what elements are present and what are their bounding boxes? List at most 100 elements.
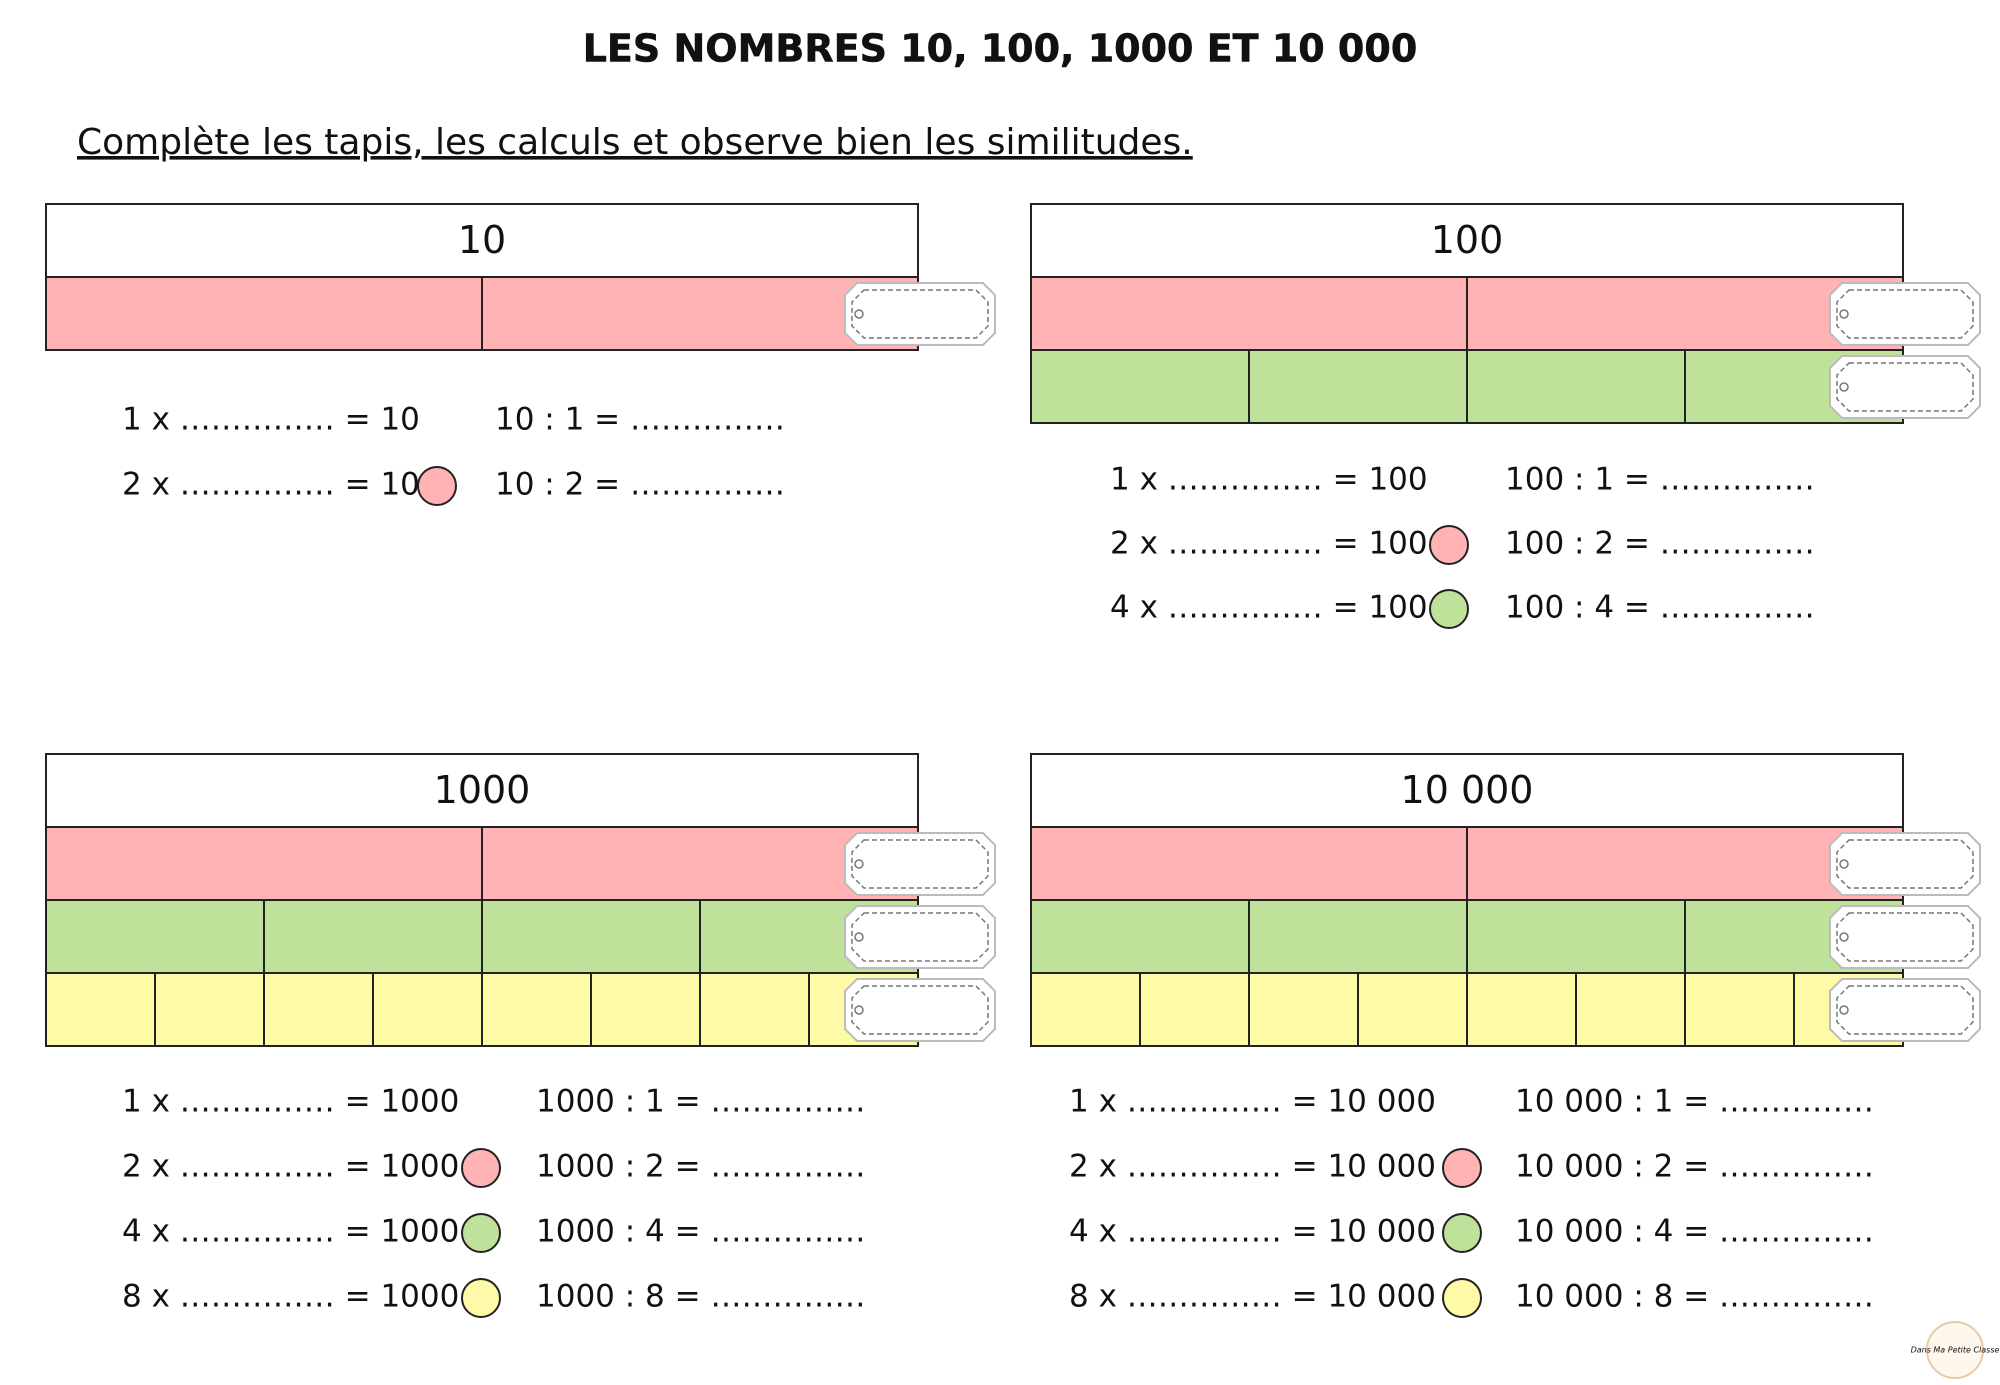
label-tag [1829,905,1981,969]
tag-hole [1839,1005,1849,1015]
division: 1000 : 2 = …………… [536,1149,865,1185]
panel-header [1030,203,1904,278]
logo: Dans Ma Petite Classe [1911,1346,2000,1355]
panel-label: 100 [1431,218,1504,262]
multiplication: 8 x …………… = 10 000 [1069,1279,1436,1315]
mat-segment [1030,349,1250,424]
mat-segment [45,899,265,974]
mat-segment [372,972,483,1047]
multiplication: 2 x …………… = 10 000 [1069,1149,1436,1185]
multiplication: 4 x …………… = 10 000 [1069,1214,1436,1250]
color-marker [1429,525,1469,565]
mat-segment [1466,349,1686,424]
tag-dashed-border [1836,362,1974,412]
division: 100 : 2 = …………… [1505,526,1815,562]
mat-segment [1248,972,1359,1047]
division: 1000 : 1 = …………… [536,1084,865,1120]
division: 10 000 : 4 = …………… [1515,1214,1874,1250]
tag-outline [1829,905,1981,969]
tag-dashed-border [1836,289,1974,339]
color-marker [1442,1213,1482,1253]
mat-segment [1248,349,1468,424]
division: 10 : 2 = …………… [495,467,785,503]
color-marker [417,466,457,506]
tag-dashed-border [1836,912,1974,962]
tag-outline [844,832,996,896]
division: 1000 : 4 = …………… [536,1214,865,1250]
label-tag [844,905,996,969]
color-marker [1442,1278,1482,1318]
mat-segment [1030,826,1468,901]
mat-segment [1139,972,1250,1047]
panel-label: 10 [458,218,506,262]
division: 100 : 1 = …………… [1505,462,1815,498]
mat-segment [45,972,156,1047]
multiplication: 2 x …………… = 10 [122,467,420,503]
label-tag [1829,355,1981,419]
mat-segment [45,276,483,351]
tag-outline [844,905,996,969]
tag-dashed-border [851,289,989,339]
label-tag [844,282,996,346]
label-tag [844,978,996,1042]
color-marker [461,1278,501,1318]
multiplication: 8 x …………… = 1000 [122,1279,459,1315]
division: 10 : 1 = …………… [495,402,785,438]
multiplication: 2 x …………… = 1000 [122,1149,459,1185]
label-tag [844,832,996,896]
tag-dashed-border [1836,839,1974,889]
mat-segment [1030,899,1250,974]
tag-hole [1839,932,1849,942]
title: LES NOMBRES 10, 100, 1000 ET 10 000 [583,27,1418,71]
mat-segment [1030,972,1141,1047]
label-tag [1829,282,1981,346]
label-tag [1829,832,1981,896]
mat-segment [699,972,810,1047]
tag-hole [1839,382,1849,392]
multiplication: 1 x …………… = 10 000 [1069,1084,1436,1120]
tag-hole [1839,859,1849,869]
tag-dashed-border [851,985,989,1035]
tag-dashed-border [851,839,989,889]
color-marker [461,1148,501,1188]
mat-segment [1466,899,1686,974]
logo-badge [1926,1321,1984,1379]
multiplication: 4 x …………… = 1000 [122,1214,459,1250]
tag-hole [1839,309,1849,319]
tag-dashed-border [851,912,989,962]
label-tag [1829,978,1981,1042]
panel-label: 10 000 [1401,768,1534,812]
multiplication: 2 x …………… = 100 [1110,526,1428,562]
tag-outline [1829,355,1981,419]
multiplication: 1 x …………… = 1000 [122,1084,459,1120]
mat-segment [1466,972,1577,1047]
mat-segment [1030,276,1468,351]
tag-outline [1829,282,1981,346]
mat-segment [590,972,701,1047]
mat-segment [481,899,701,974]
mat-segment [1575,972,1686,1047]
color-marker [1442,1148,1482,1188]
tag-hole [854,932,864,942]
mat-segment [263,972,374,1047]
tag-outline [1829,978,1981,1042]
mat-segment [154,972,265,1047]
division: 10 000 : 8 = …………… [1515,1279,1874,1315]
tag-outline [844,282,996,346]
tag-hole [854,1005,864,1015]
tag-hole [854,309,864,319]
division: 10 000 : 1 = …………… [1515,1084,1874,1120]
tag-hole [854,859,864,869]
mat-segment [1248,899,1468,974]
tag-outline [1829,832,1981,896]
mat-segment [1684,972,1795,1047]
mat-segment [481,972,592,1047]
mat-segment [45,826,483,901]
mat-segment [1357,972,1468,1047]
division: 1000 : 8 = …………… [536,1279,865,1315]
mat-segment [263,899,483,974]
multiplication: 4 x …………… = 100 [1110,590,1428,626]
tag-dashed-border [1836,985,1974,1035]
color-marker [1429,589,1469,629]
